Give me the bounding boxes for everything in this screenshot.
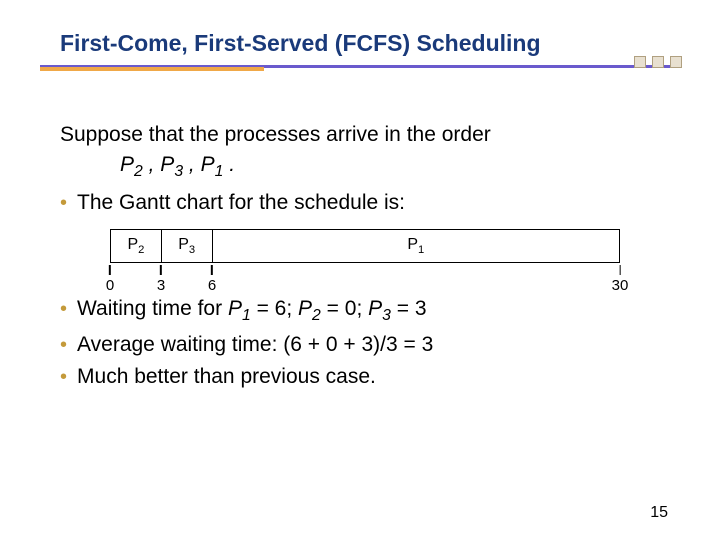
order-p3-sub: 3 bbox=[174, 164, 183, 181]
decor-square bbox=[670, 56, 682, 68]
gantt-tick: 0 bbox=[106, 265, 114, 296]
bullet-dot-icon: • bbox=[60, 189, 67, 217]
process-order: P2 , P3 , P1 . bbox=[120, 151, 670, 182]
bullet-text: The Gantt chart for the schedule is: bbox=[77, 189, 670, 217]
wait-semi: ; bbox=[286, 297, 298, 320]
order-p2: P bbox=[120, 153, 134, 176]
order-sep: , bbox=[143, 153, 161, 176]
wait-p1-eq: = 6 bbox=[251, 297, 287, 320]
bullet-text: Much better than previous case. bbox=[77, 363, 670, 391]
order-sep: , bbox=[183, 153, 201, 176]
bullet-dot-icon: • bbox=[60, 363, 67, 391]
decor-square bbox=[634, 56, 646, 68]
underline-orange bbox=[40, 67, 264, 71]
decor-square bbox=[652, 56, 664, 68]
gantt-segment: P3 bbox=[162, 230, 213, 262]
gantt-segment: P1 bbox=[213, 230, 619, 262]
bullet-gantt-intro: • The Gantt chart for the schedule is: bbox=[60, 189, 670, 217]
order-p3: P bbox=[160, 153, 174, 176]
gantt-chart: P2P3P1 03630 bbox=[110, 229, 620, 289]
title-underline bbox=[40, 65, 680, 71]
bullet-text: Average waiting time: (6 + 0 + 3)/3 = 3 bbox=[77, 331, 670, 359]
page-number: 15 bbox=[650, 504, 668, 522]
wait-semi: ; bbox=[356, 297, 368, 320]
order-p2-sub: 2 bbox=[134, 164, 143, 181]
wait-p2-sub: 2 bbox=[312, 307, 321, 324]
order-end: . bbox=[223, 153, 235, 176]
slide-content: Suppose that the processes arrive in the… bbox=[50, 121, 670, 391]
bullet-conclusion: • Much better than previous case. bbox=[60, 363, 670, 391]
order-p1: P bbox=[201, 153, 215, 176]
intro-text: Suppose that the processes arrive in the… bbox=[60, 121, 670, 149]
wait-prefix: Waiting time for bbox=[77, 297, 228, 320]
bullet-dot-icon: • bbox=[60, 331, 67, 359]
wait-p2-eq: = 0 bbox=[321, 297, 357, 320]
gantt-segment: P2 bbox=[111, 230, 162, 262]
wait-p1: P bbox=[228, 297, 242, 320]
title-decoration bbox=[634, 56, 682, 68]
slide-title: First-Come, First-Served (FCFS) Scheduli… bbox=[60, 30, 670, 57]
wait-p3: P bbox=[368, 297, 382, 320]
gantt-tick: 3 bbox=[157, 265, 165, 296]
bullet-dot-icon: • bbox=[60, 295, 67, 323]
bullet-avg-wait: • Average waiting time: (6 + 0 + 3)/3 = … bbox=[60, 331, 670, 359]
gantt-ticks: 03630 bbox=[110, 265, 620, 289]
gantt-bar: P2P3P1 bbox=[110, 229, 620, 263]
bullet-waiting-time: • Waiting time for P1 = 6; P2 = 0; P3 = … bbox=[60, 295, 670, 326]
gantt-tick: 30 bbox=[612, 265, 629, 296]
wait-p2: P bbox=[298, 297, 312, 320]
wait-p3-sub: 3 bbox=[382, 307, 391, 324]
wait-p3-eq: = 3 bbox=[391, 297, 427, 320]
gantt-tick: 6 bbox=[208, 265, 216, 296]
wait-p1-sub: 1 bbox=[242, 307, 251, 324]
bullet-text: Waiting time for P1 = 6; P2 = 0; P3 = 3 bbox=[77, 295, 670, 326]
